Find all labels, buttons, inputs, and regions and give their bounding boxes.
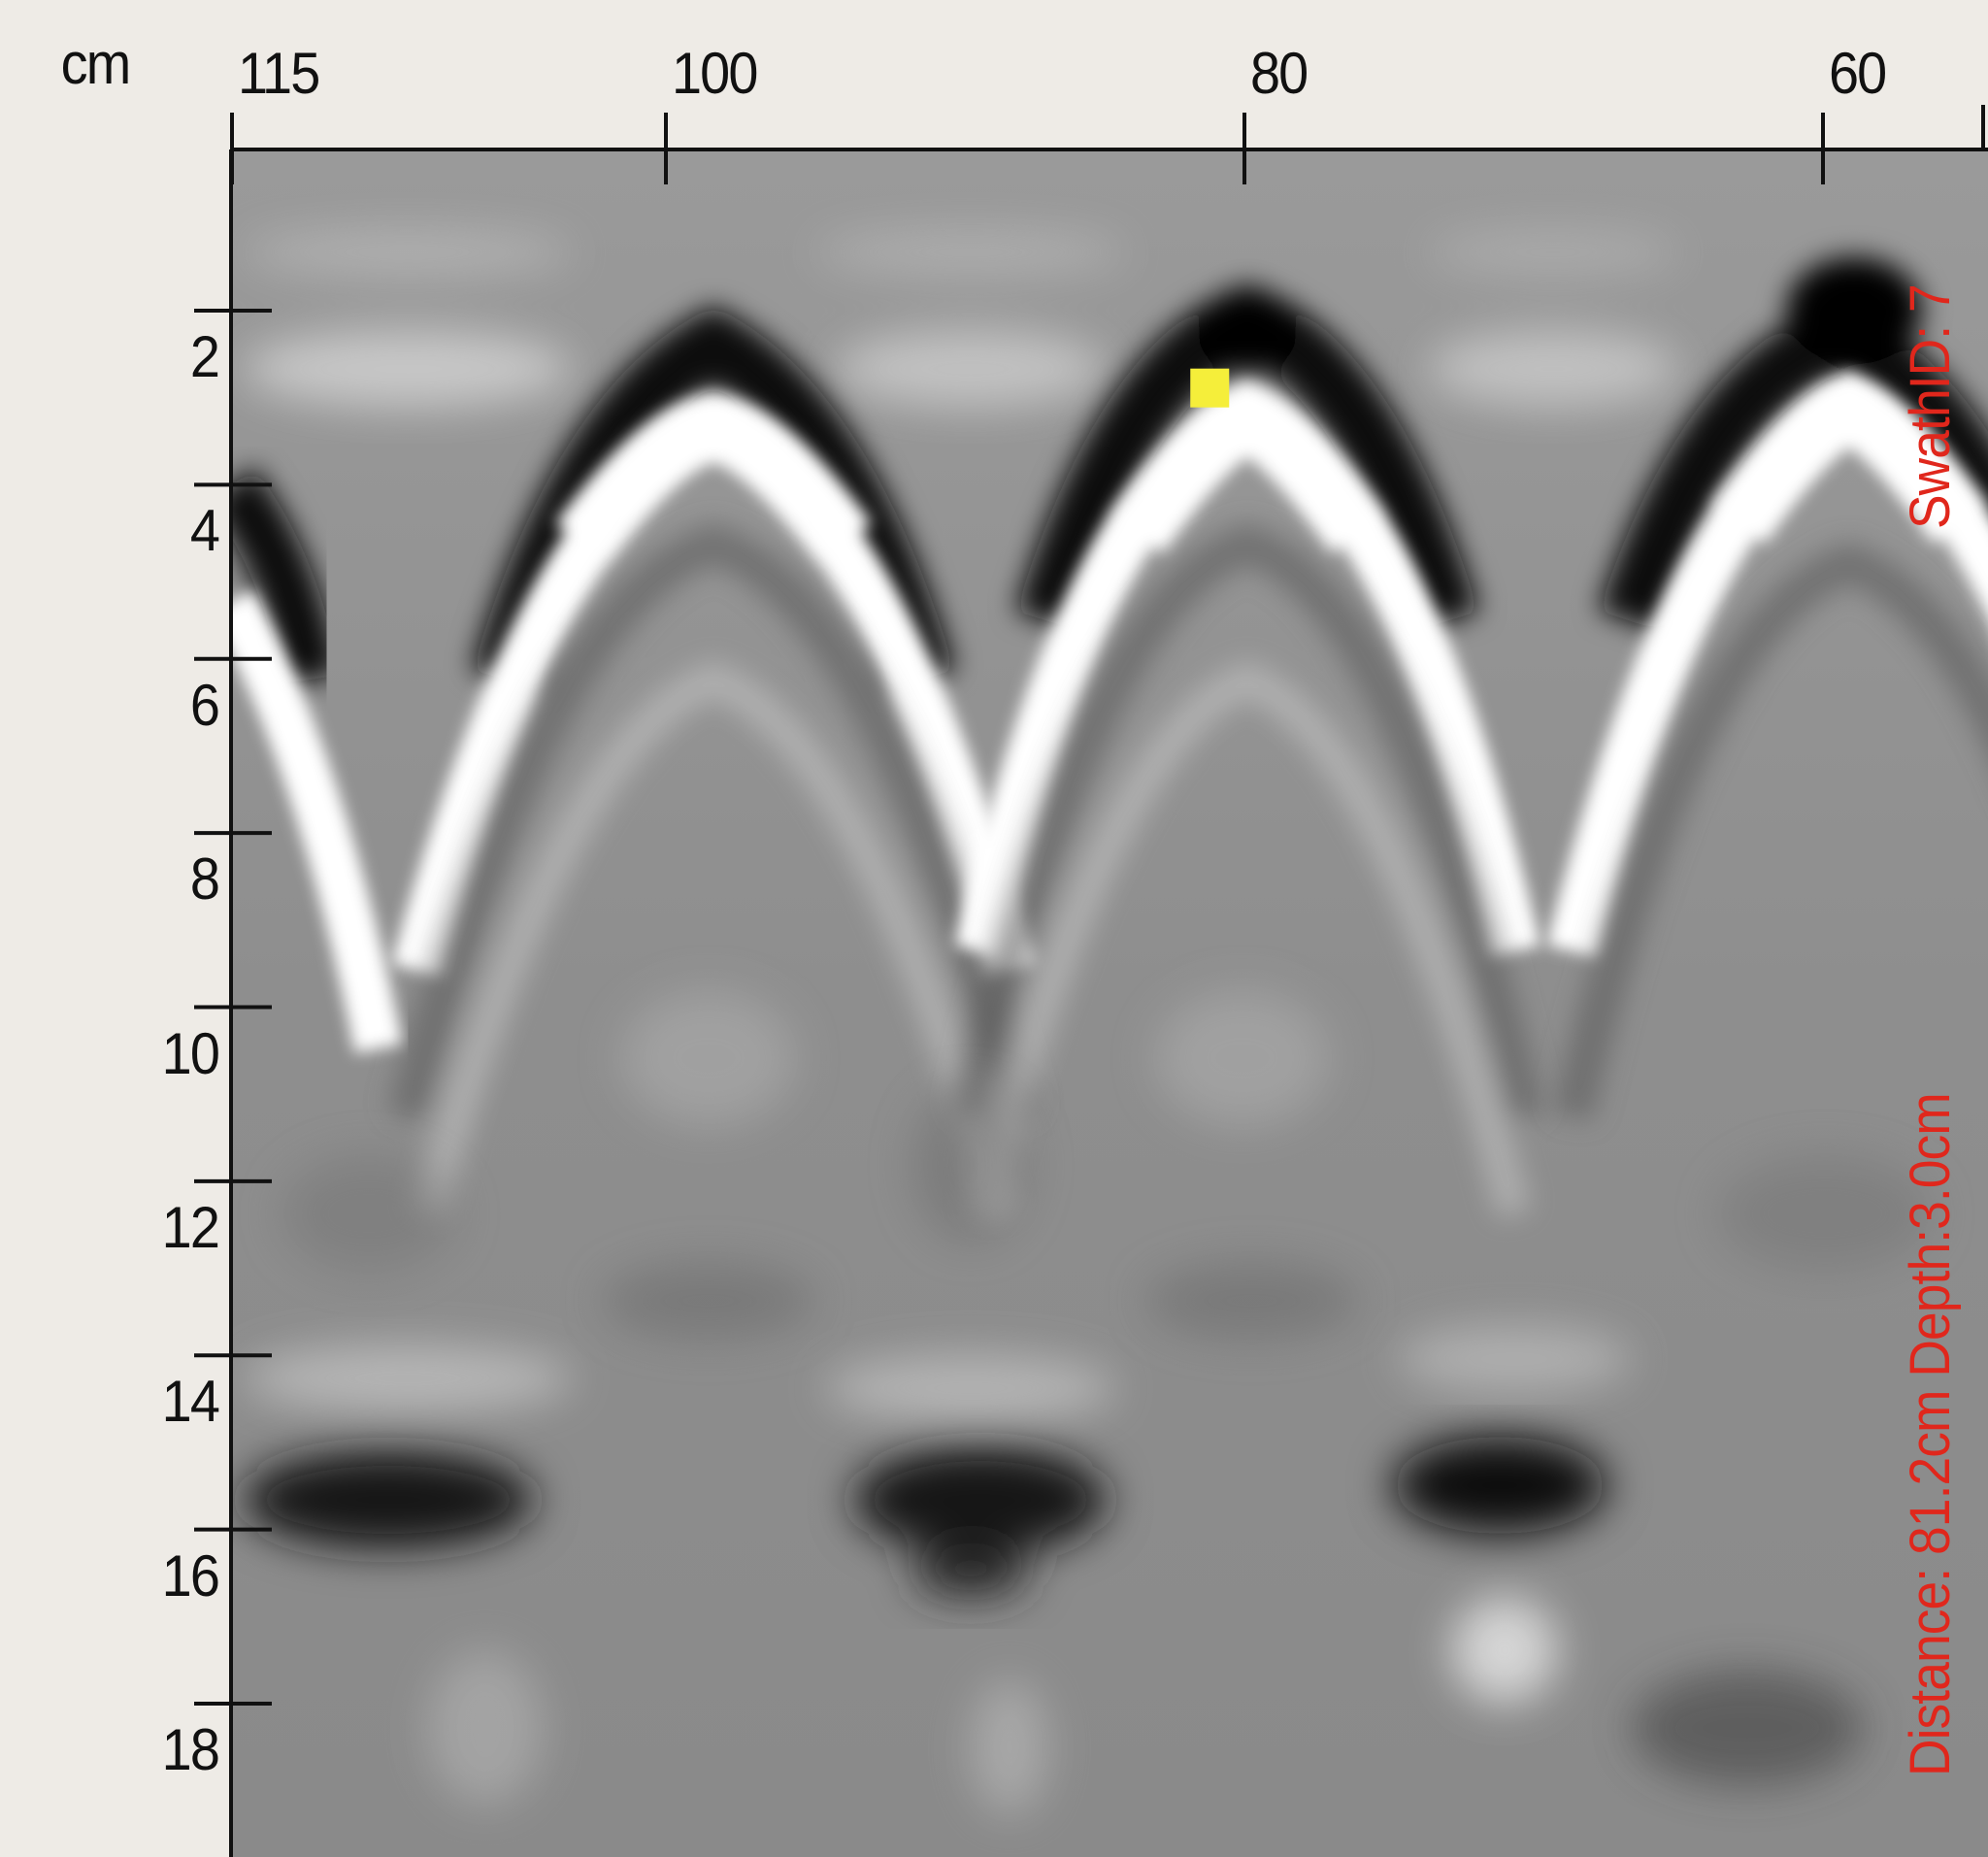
swath-id-readout: SwathID: 7 [1899,284,1962,529]
depth-tick-label: 18 [161,1717,220,1782]
depth-tick-label: 10 [161,1020,220,1086]
depth-tick-label: 12 [161,1194,220,1260]
distance-tick-label: 60 [1829,41,1887,106]
cursor-marker[interactable] [1190,368,1230,408]
radargram-image [231,149,1988,1857]
depth-tick-label: 14 [161,1369,220,1435]
cursor-position-readout: Distance: 81.2cm Depth:3.0cm [1899,1093,1962,1776]
depth-tick-label: 6 [189,672,220,738]
depth-axis-ticks [194,309,272,1706]
depth-tick-label: 8 [189,846,220,912]
depth-tick-label: 2 [189,324,220,389]
depth-tick-label: 16 [161,1542,220,1608]
unit-label: cm [60,31,132,96]
distance-tick-label: 80 [1250,41,1309,106]
distance-axis-ticks [230,105,1985,184]
distance-tick-label: 115 [238,41,320,106]
depth-tick-label: 4 [189,498,220,564]
distance-tick-label: 100 [672,41,758,106]
axes [229,148,1988,1857]
